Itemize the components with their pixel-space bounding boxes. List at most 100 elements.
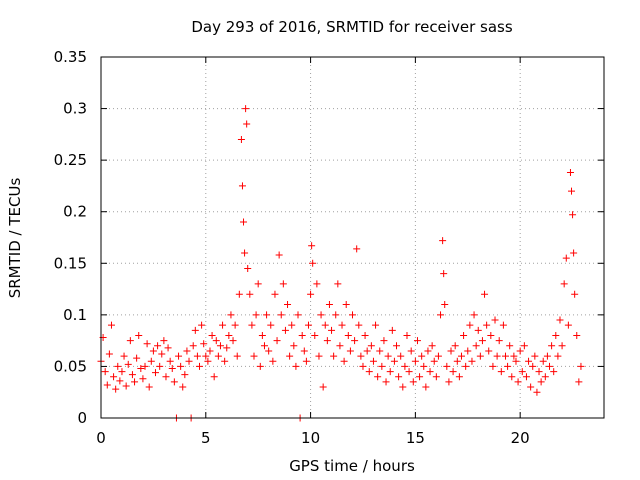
data-point [340,357,348,365]
data-point [568,187,576,195]
y-tick-label: 0.1 [63,306,87,324]
data-point [548,342,556,350]
data-point [273,337,281,345]
data-point [225,331,233,339]
data-point [504,362,512,370]
data-point [288,321,296,329]
data-point [294,311,302,319]
data-point [376,347,384,355]
data-point [244,264,252,272]
data-point [449,368,457,376]
data-point [409,378,417,386]
data-point [466,321,474,329]
data-point [403,331,411,339]
data-point [177,362,185,370]
data-point [493,352,501,360]
data-point [432,373,440,381]
data-point [437,311,445,319]
data-point [170,378,178,386]
data-point [258,331,266,339]
data-point [145,383,153,391]
data-point [237,136,245,144]
data-point [271,290,279,298]
chart-title: Day 293 of 2016, SRMTID for receiver sas… [191,18,512,36]
data-point [464,347,472,355]
data-point [265,347,273,355]
data-point [512,357,520,365]
data-point [313,280,321,288]
data-point [483,321,491,329]
data-point [267,321,275,329]
data-point [166,357,174,365]
data-points [97,105,585,422]
data-point [323,337,331,345]
data-point [418,352,426,360]
data-point [263,311,271,319]
data-point [451,342,459,350]
data-point [242,105,250,113]
data-point [359,362,367,370]
data-point [179,383,187,391]
data-point [367,342,375,350]
data-point [210,373,218,381]
data-point [175,352,183,360]
data-point [139,375,147,383]
data-point [439,237,447,245]
data-point [250,352,258,360]
data-point [453,357,461,365]
data-point [564,321,572,329]
data-point [328,326,336,334]
data-point [133,354,141,362]
data-point [533,388,541,396]
data-point [457,352,465,360]
tick-labels: 0 5 10 15 20 0 0.05 0.1 0.15 0.2 0.25 0.3 0.35 [54,48,530,447]
data-point [128,371,136,379]
data-point [522,373,530,381]
data-point [495,337,503,345]
data-point [440,270,448,278]
data-point [397,352,405,360]
data-point [550,368,558,376]
data-point [286,352,294,360]
data-point [191,326,199,334]
data-point [501,352,509,360]
data-point [541,373,549,381]
data-point [349,311,356,319]
data-point [151,369,159,377]
data-point [355,321,363,329]
axis-ticks [100,56,604,419]
data-point [116,377,124,385]
data-point [455,373,463,381]
data-point [361,331,369,339]
data-point [101,368,109,376]
data-point [577,362,585,370]
data-point [529,362,537,370]
data-point [388,326,396,334]
data-point [141,362,149,370]
data-point [275,251,283,259]
data-point [422,383,430,391]
data-point [497,368,505,376]
data-point [546,362,554,370]
x-tick-label: 20 [511,429,530,447]
data-point [441,301,449,309]
x-tick-label: 15 [406,429,425,447]
data-point [120,352,128,360]
data-point [420,362,428,370]
data-point [315,352,323,360]
data-point [510,352,518,360]
data-point [382,378,390,386]
data-point [243,120,251,128]
data-point [460,331,468,339]
data-point [208,331,216,339]
data-point [413,337,421,345]
data-point [235,290,243,298]
data-point [378,362,386,370]
data-point [518,368,526,376]
data-point [202,352,210,360]
data-point [143,340,151,348]
data-point [200,340,208,348]
data-point [474,326,482,334]
data-point [302,357,310,365]
